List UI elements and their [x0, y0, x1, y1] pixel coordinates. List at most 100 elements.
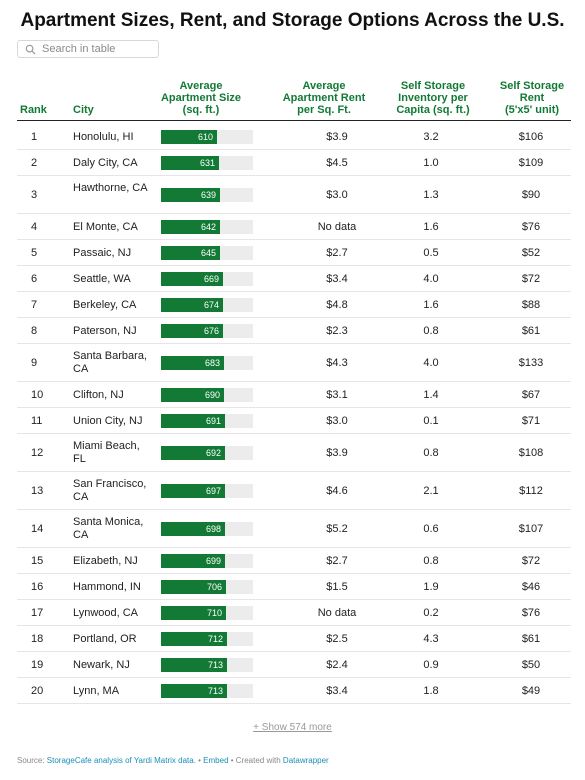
city-cell: Berkeley, CA [73, 298, 137, 311]
table-row: 4 El Monte, CA No data 1.6 $76 642 [17, 214, 571, 240]
header-storage-inventory[interactable]: Self Storage Inventory per Capita (sq. f… [396, 80, 470, 116]
size-bar-track: 642 [161, 220, 253, 234]
table-row: 5 Passaic, NJ $2.7 0.5 $52 645 [17, 240, 571, 266]
city-cell: Santa Monica, CA [73, 516, 144, 541]
table-row: 17 Lynwood, CA No data 0.2 $76 710 [17, 600, 571, 626]
rent-cell: $3.9 [326, 446, 348, 459]
size-bar-label: 610 [197, 132, 213, 142]
table-row: 8 Paterson, NJ $2.3 0.8 $61 676 [17, 318, 571, 344]
inventory-cell: 0.8 [423, 554, 439, 567]
inventory-cell: 1.8 [423, 684, 439, 697]
header-apartment-rent[interactable]: Average Apartment Rent per Sq. Ft. [282, 80, 366, 116]
size-bar-track: 698 [161, 522, 253, 536]
size-bar-track: 697 [161, 484, 253, 498]
size-bar: 639 [161, 188, 220, 202]
header-city[interactable]: City [73, 104, 94, 116]
inventory-cell: 0.9 [423, 658, 439, 671]
size-bar: 692 [161, 446, 225, 460]
inventory-cell: 1.9 [423, 580, 439, 593]
table-row: 9 Santa Barbara, CA $4.3 4.0 $133 683 [17, 344, 571, 382]
storage-rent-cell: $49 [521, 684, 541, 697]
inventory-cell: 1.3 [423, 188, 439, 201]
rank-cell: 13 [31, 484, 44, 497]
search-input[interactable] [42, 41, 154, 57]
storage-rent-cell: $52 [521, 246, 541, 259]
rank-cell: 4 [31, 220, 38, 233]
size-bar-label: 642 [200, 222, 216, 232]
table-row: 10 Clifton, NJ $3.1 1.4 $67 690 [17, 382, 571, 408]
table-row: 20 Lynn, MA $3.4 1.8 $49 713 [17, 678, 571, 704]
city-cell: Newark, NJ [73, 658, 130, 671]
rank-cell: 2 [31, 156, 38, 169]
table-row: 19 Newark, NJ $2.4 0.9 $50 713 [17, 652, 571, 678]
size-bar: 710 [161, 606, 226, 620]
size-bar-track: 669 [161, 272, 253, 286]
size-bar-label: 710 [206, 608, 222, 618]
header-apartment-size[interactable]: Average Apartment Size (sq. ft.) [160, 80, 242, 116]
inventory-cell: 0.2 [423, 606, 439, 619]
page-title: Apartment Sizes, Rent, and Storage Optio… [20, 10, 565, 31]
size-bar-track: 691 [161, 414, 253, 428]
rank-cell: 17 [31, 606, 44, 619]
inventory-cell: 0.8 [423, 324, 439, 337]
city-cell: Paterson, NJ [73, 324, 137, 337]
size-bar-label: 698 [205, 524, 221, 534]
rank-cell: 16 [31, 580, 44, 593]
size-bar: 690 [161, 388, 224, 402]
size-bar: 713 [161, 684, 227, 698]
rent-cell: $4.5 [326, 156, 348, 169]
show-more-button[interactable]: + Show 574 more [253, 722, 332, 733]
inventory-cell: 1.0 [423, 156, 439, 169]
size-bar-label: 669 [203, 274, 219, 284]
rank-cell: 5 [31, 246, 38, 259]
table-row: 14 Santa Monica, CA $5.2 0.6 $107 698 [17, 510, 571, 548]
size-bar: 699 [161, 554, 225, 568]
embed-link[interactable]: Embed [203, 756, 229, 765]
rank-cell: 20 [31, 684, 44, 697]
size-bar-label: 690 [204, 390, 220, 400]
storage-rent-cell: $133 [518, 356, 544, 369]
storage-rent-cell: $76 [521, 606, 541, 619]
storage-rent-cell: $109 [518, 156, 544, 169]
table-row: 7 Berkeley, CA $4.8 1.6 $88 674 [17, 292, 571, 318]
table-row: 12 Miami Beach, FL $3.9 0.8 $108 692 [17, 434, 571, 472]
search-box[interactable] [17, 40, 159, 58]
storage-rent-cell: $67 [521, 388, 541, 401]
search-icon [25, 44, 36, 55]
inventory-cell: 2.1 [423, 484, 439, 497]
rent-cell: $4.3 [326, 356, 348, 369]
rent-cell: $2.5 [326, 632, 348, 645]
rank-cell: 11 [31, 414, 43, 427]
table-row: 3 Hawthorne, CA $3.0 1.3 $90 639 [17, 176, 571, 214]
header-storage-rent[interactable]: Self Storage Rent (5'x5' unit) [499, 80, 565, 116]
size-bar-track: 713 [161, 684, 253, 698]
datawrapper-link[interactable]: Datawrapper [282, 756, 329, 765]
storage-rent-cell: $61 [521, 324, 541, 337]
city-cell: Lynwood, CA [73, 606, 139, 619]
size-bar-track: 712 [161, 632, 253, 646]
city-cell: Hammond, IN [73, 580, 141, 593]
size-bar-label: 631 [199, 158, 215, 168]
size-bar-track: 639 [161, 188, 253, 202]
city-cell: Passaic, NJ [73, 246, 132, 259]
inventory-cell: 4.0 [423, 356, 439, 369]
inventory-cell: 0.1 [423, 414, 439, 427]
city-cell: Santa Barbara, CA [73, 350, 147, 375]
size-bar: 697 [161, 484, 225, 498]
rent-cell: $3.0 [326, 414, 348, 427]
size-bar: 669 [161, 272, 223, 286]
size-bar: 642 [161, 220, 220, 234]
rent-cell: $2.7 [326, 246, 348, 259]
header-rank[interactable]: Rank [20, 104, 47, 116]
city-cell: Union City, NJ [73, 414, 143, 427]
table-row: 18 Portland, OR $2.5 4.3 $61 712 [17, 626, 571, 652]
size-bar-label: 706 [206, 582, 222, 592]
rent-cell: $3.4 [326, 272, 348, 285]
rank-cell: 7 [31, 298, 38, 311]
rent-cell: No data [317, 220, 357, 233]
rank-cell: 10 [31, 388, 44, 401]
rent-cell: $4.6 [326, 484, 348, 497]
rank-cell: 9 [31, 356, 38, 369]
source-link[interactable]: StorageCafe analysis of Yardi Matrix dat… [46, 756, 196, 765]
size-bar-track: 631 [161, 156, 253, 170]
